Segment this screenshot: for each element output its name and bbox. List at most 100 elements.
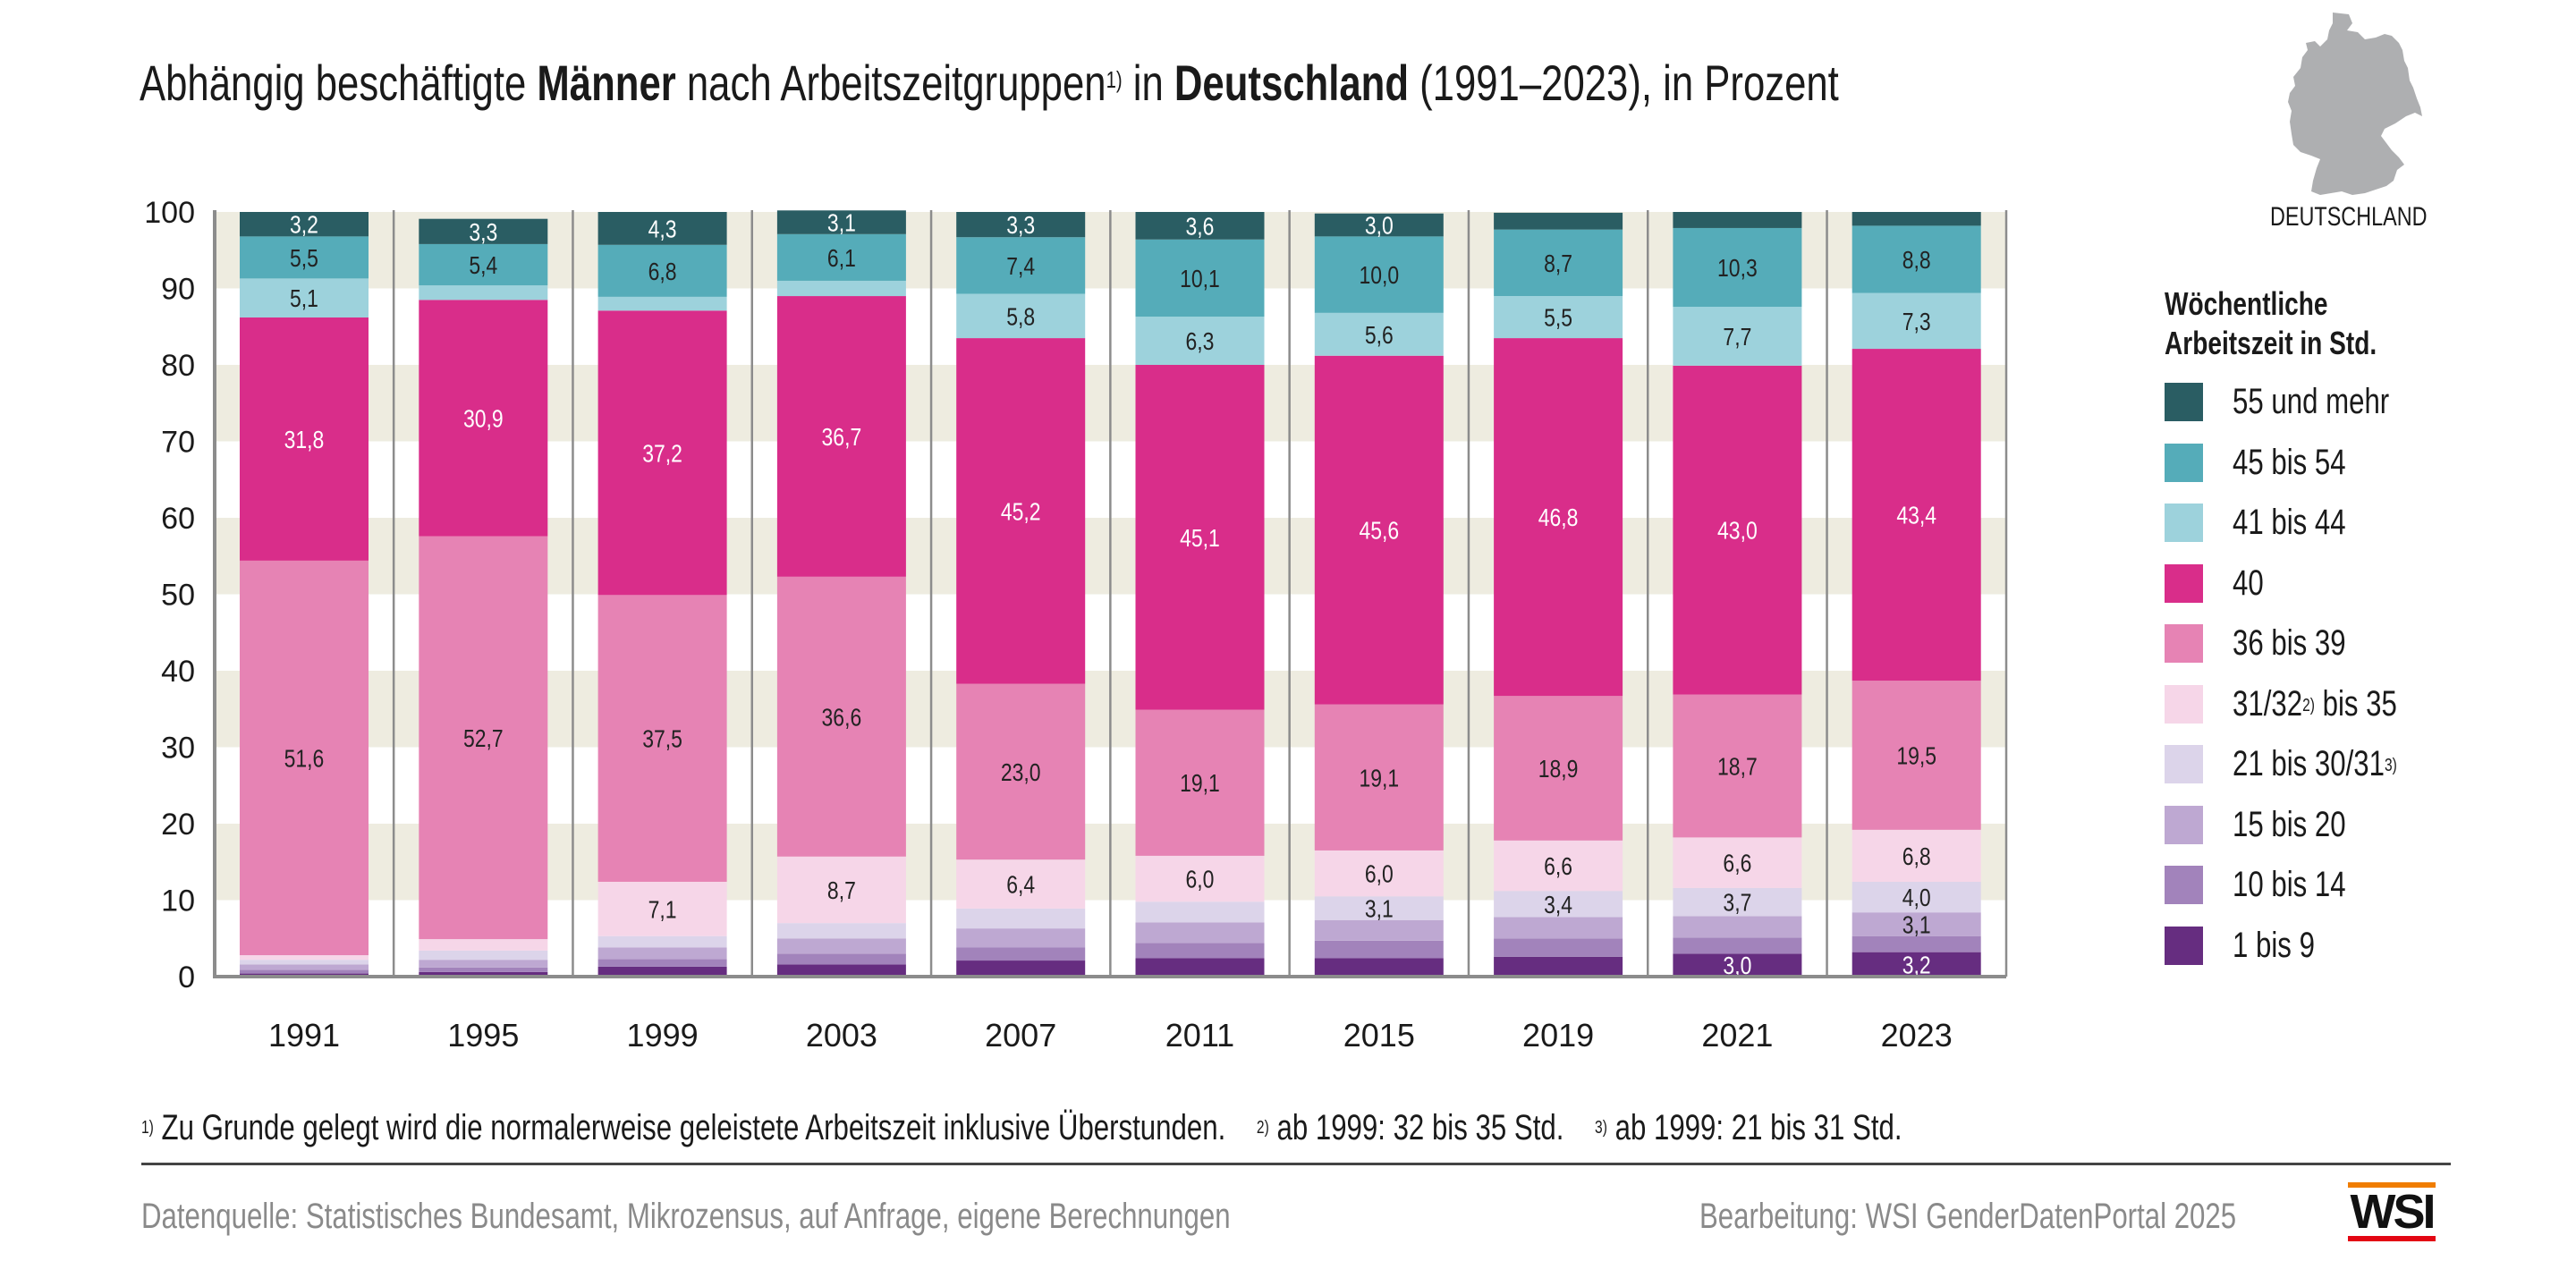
legend-title: Wöchentliche Arbeitszeit in Std. (2165, 285, 2377, 361)
x-tick-label: 1995 (447, 1017, 519, 1054)
footnote-3-text: ab 1999: 21 bis 31 Std. (1606, 1108, 1902, 1147)
data-label: 19,1 (1359, 765, 1399, 792)
bar-segment (240, 960, 369, 965)
bar-segment (1673, 916, 1802, 938)
bar-segment (419, 971, 548, 977)
x-tick-label: 2019 (1522, 1017, 1594, 1054)
data-label: 6,0 (1186, 867, 1215, 894)
bar-segment (1314, 896, 1444, 920)
bar-segment (1852, 912, 1981, 936)
data-label: 19,1 (1180, 770, 1220, 798)
bar-segment (1494, 696, 1623, 841)
stacked-bar-chart: 51,6 31,8 5,1 5,5 3,2 52,7 30,9 5,4 3,3 7,1 37,5 37… (144, 196, 2008, 1054)
bar-segment (776, 296, 906, 577)
bar-segment (956, 859, 1086, 909)
bar-segment (240, 969, 369, 974)
legend-label: 36 bis 39 (2233, 623, 2346, 663)
footnote-1-text: Zu Grunde gelegt wird die normalerweise … (153, 1108, 1226, 1147)
data-label: 4,0 (1902, 884, 1931, 912)
data-label: 18,7 (1717, 753, 1758, 781)
bar-segment (240, 212, 369, 237)
bar-segment (1852, 935, 1981, 952)
bars (240, 210, 1981, 977)
data-label: 43,4 (1896, 503, 1936, 530)
data-label: 6,3 (1186, 328, 1215, 356)
data-label: 4,3 (648, 216, 677, 243)
bar-segment (776, 576, 906, 857)
data-label: 6,0 (1365, 861, 1394, 889)
bar-segment (1314, 940, 1444, 959)
legend-swatch (2165, 504, 2203, 542)
bar-segment (1135, 922, 1265, 944)
y-tick-label: 20 (161, 808, 195, 842)
footnote-ref-1: 1) (1106, 66, 1123, 93)
bar-segment (240, 964, 369, 970)
bar-segment (597, 881, 727, 936)
title-bold-germany: Deutschland (1174, 55, 1410, 111)
bar-segment (240, 955, 369, 961)
bar-segment (1673, 212, 1802, 228)
bar-segment (1673, 887, 1802, 917)
bar-segment (1494, 840, 1623, 892)
map-label: DEUTSCHLAND (2270, 202, 2428, 232)
data-label: 5,8 (1006, 303, 1035, 331)
x-tick-label: 1999 (627, 1017, 699, 1054)
y-tick-label: 100 (144, 196, 195, 230)
bar-segment (776, 953, 906, 965)
data-label: 45,1 (1180, 525, 1220, 553)
data-label: 3,2 (290, 212, 318, 240)
legend-label: 55 und mehr (2233, 382, 2390, 421)
title-part: in (1122, 55, 1174, 111)
data-label: 52,7 (463, 725, 504, 753)
bar-segment (240, 236, 369, 279)
data-label: 8,7 (827, 877, 856, 905)
bar-segment (419, 536, 548, 940)
bar-segment (1494, 956, 1623, 977)
bar-segment (1314, 704, 1444, 851)
title-part: nach Arbeitszeitgruppen (675, 55, 1106, 111)
data-label: 10,3 (1717, 255, 1758, 283)
bar-segment (1135, 239, 1265, 317)
data-label: 5,5 (290, 245, 318, 273)
data-label: 7,1 (648, 896, 677, 924)
data-label: 3,1 (1902, 911, 1931, 939)
bar-segment (956, 908, 1086, 929)
bar-segment (776, 280, 906, 297)
data-label: 7,7 (1723, 324, 1751, 351)
data-label: 43,0 (1717, 518, 1758, 546)
bar-segment (1135, 958, 1265, 977)
bar-segment (1852, 212, 1981, 226)
bar-segment (1852, 681, 1981, 830)
chart-title: Abhängig beschäftigte Männer nach Arbeit… (140, 52, 2318, 114)
bar-segment (1314, 850, 1444, 897)
data-label: 37,2 (642, 440, 682, 468)
data-label: 36,6 (822, 704, 862, 732)
legend-label: 10 bis 14 (2233, 865, 2346, 904)
credit: Bearbeitung: WSI GenderDatenPortal 2025 (1699, 1197, 2237, 1236)
legend-label: 1 bis 9 (2233, 925, 2315, 965)
x-tick-label: 2011 (1165, 1017, 1234, 1054)
bar-segment (597, 966, 727, 977)
legend-label: 45 bis 54 (2233, 442, 2346, 482)
title-part: Abhängig beschäftigte (140, 55, 538, 111)
data-label: 5,4 (469, 252, 497, 280)
bar-segment (240, 317, 369, 561)
bar-segment (1494, 917, 1623, 939)
data-label: 3,6 (1186, 213, 1215, 241)
y-tick-label: 60 (161, 502, 195, 536)
y-axis-ticks: 0 10 20 30 40 50 60 70 80 90 100 (144, 196, 195, 994)
bar-segment (597, 595, 727, 882)
data-label: 3,3 (1006, 212, 1035, 240)
bar-segment (1314, 213, 1444, 237)
y-tick-label: 70 (161, 426, 195, 460)
bar-segment (1494, 891, 1623, 918)
footnote-1-mark: 1) (141, 1118, 154, 1138)
bar-segment (956, 683, 1086, 860)
legend-swatch (2165, 624, 2203, 663)
bar-segment (776, 938, 906, 954)
data-label: 6,4 (1006, 871, 1035, 899)
bar-segment (776, 233, 906, 281)
data-label: 6,8 (648, 258, 677, 286)
data-label: 6,6 (1723, 851, 1751, 878)
data-label: 5,1 (290, 285, 318, 313)
